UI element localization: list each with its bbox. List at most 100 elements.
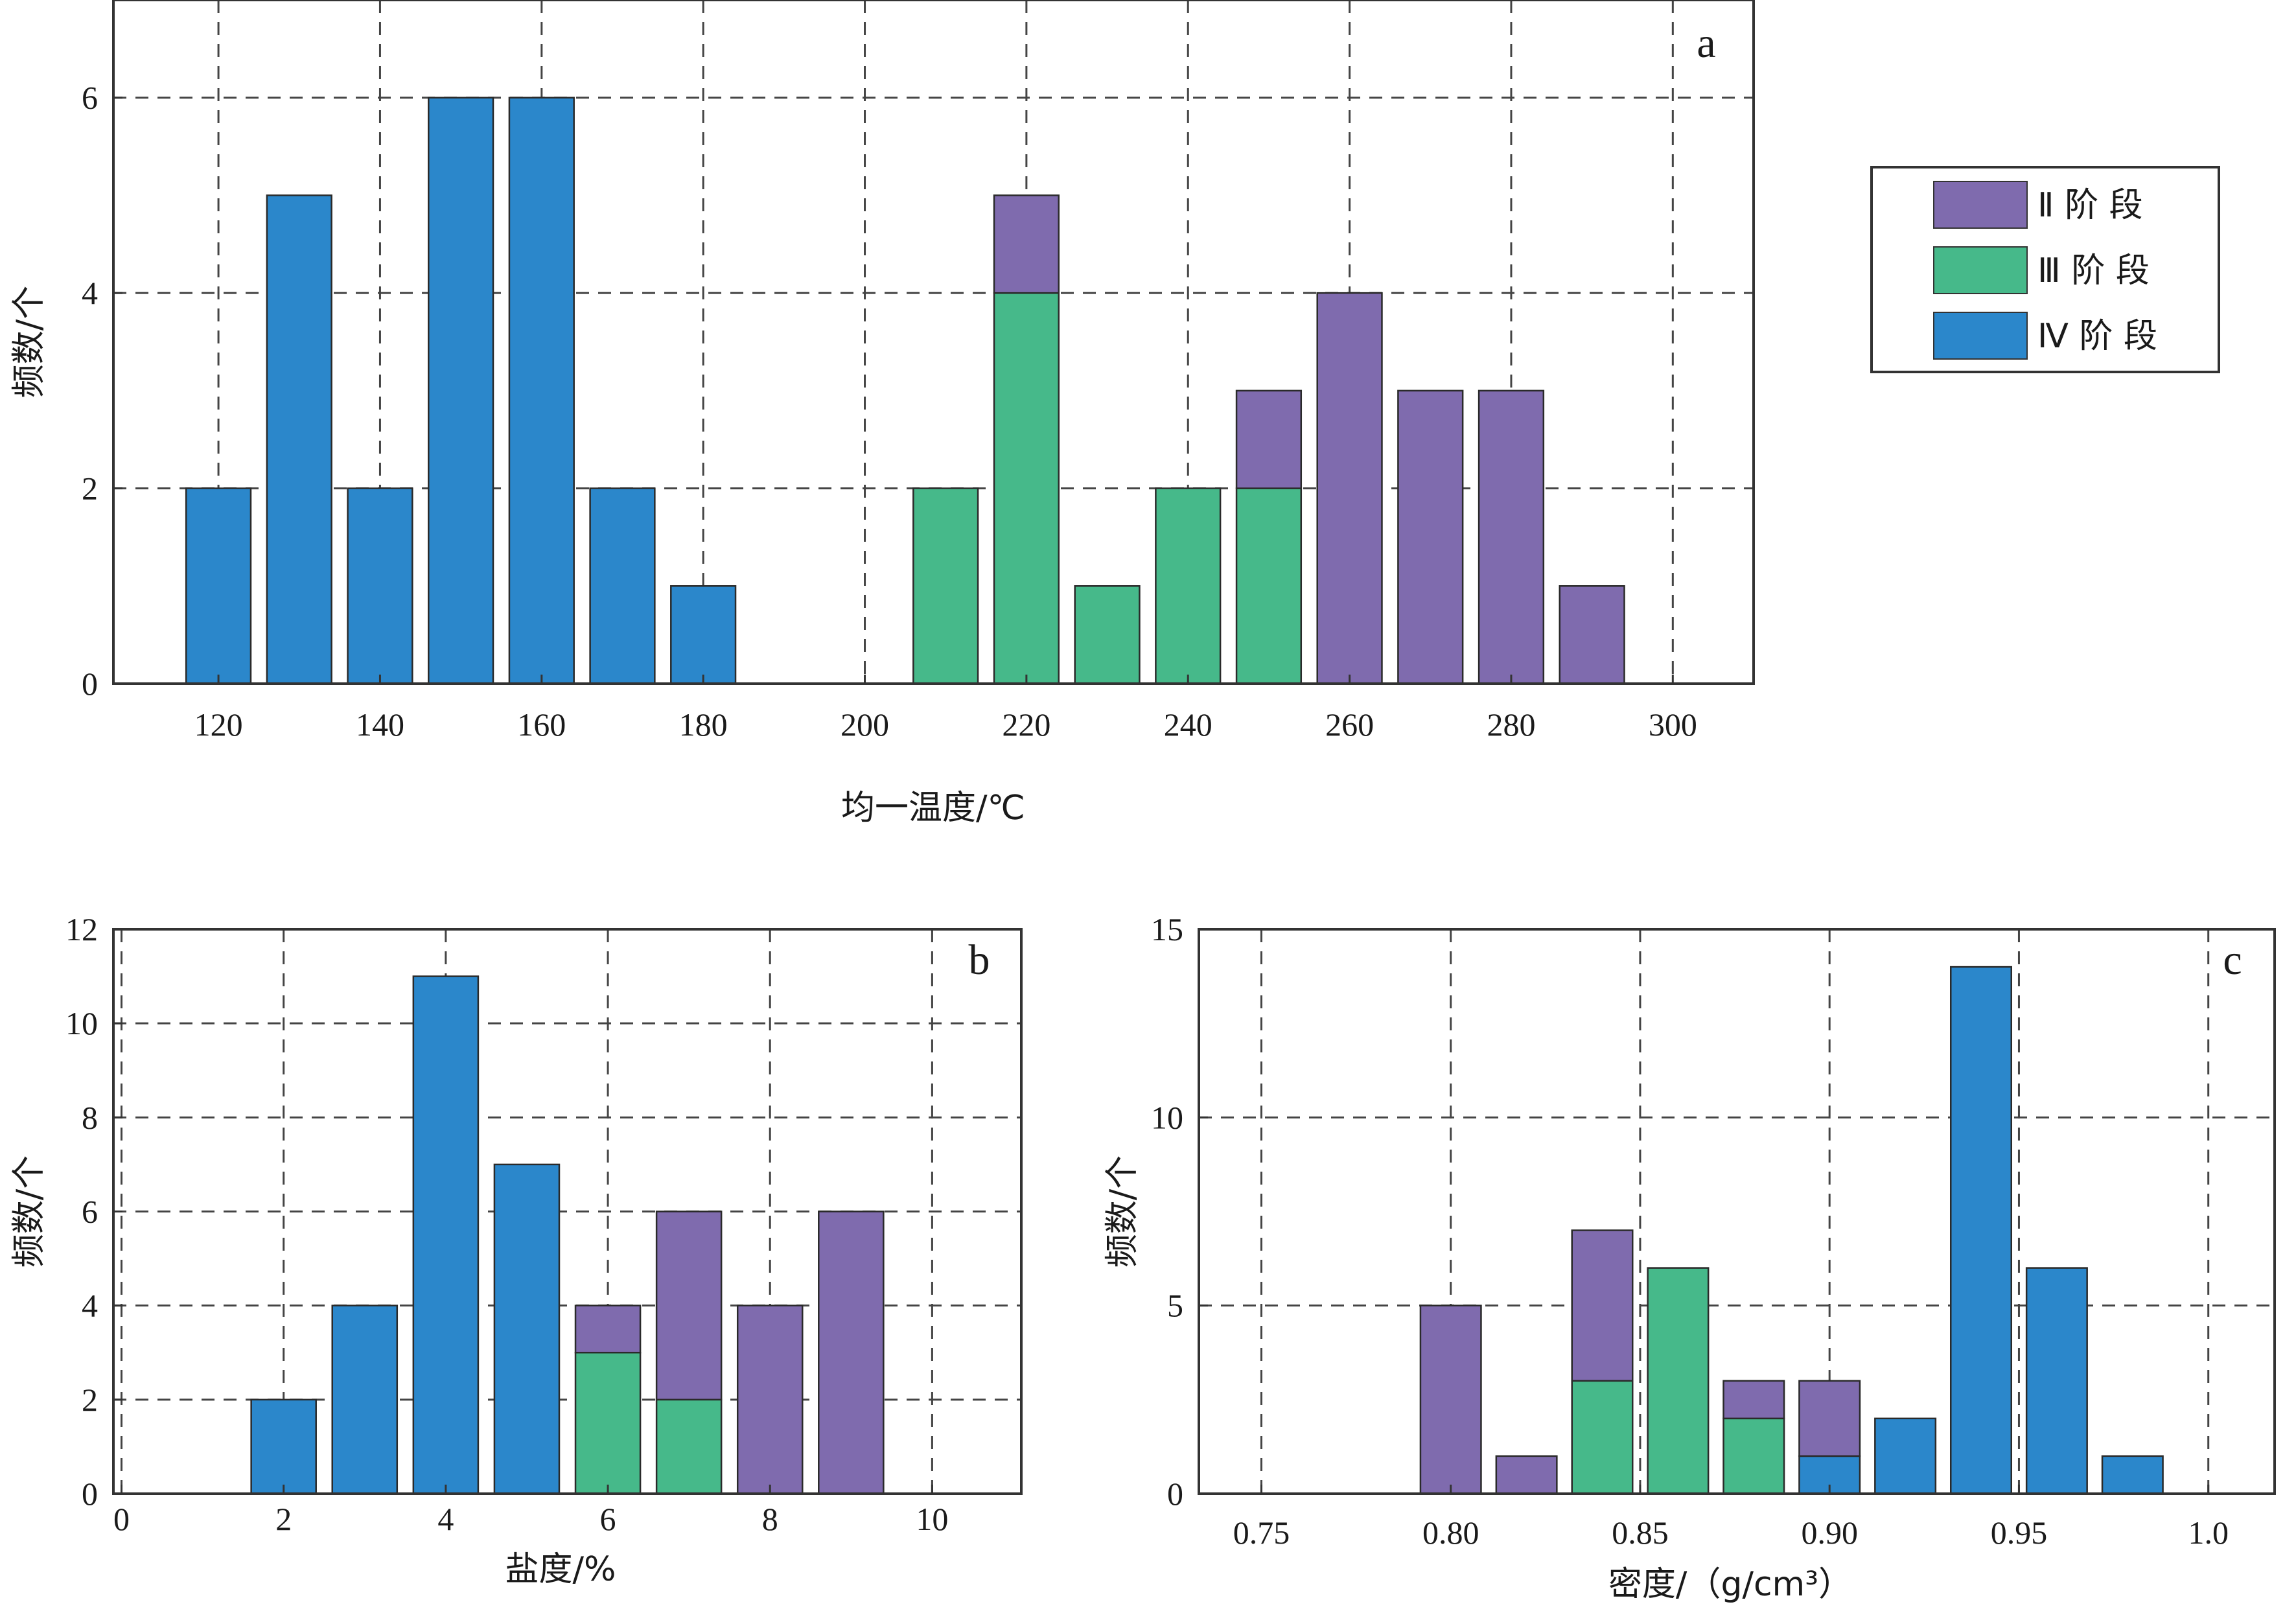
bar-a-stage4	[589, 487, 656, 685]
axes-frame	[112, 0, 1755, 685]
x-tick-label: 0	[113, 1501, 130, 1537]
bar-a-stage3	[1155, 487, 1222, 685]
bar-c-stage2	[1571, 1229, 1634, 1382]
x-tick-label: 240	[1164, 706, 1212, 743]
bar-a-stage2	[993, 194, 1060, 294]
bar-c-stage2	[1419, 1304, 1482, 1495]
x-axis-label: 盐度/%	[505, 1550, 616, 1589]
bar-a-stage4	[266, 194, 332, 685]
y-tick-label: 12	[65, 911, 98, 947]
y-tick-label: 4	[82, 275, 98, 311]
x-tick-label: 0.75	[1233, 1514, 1290, 1551]
x-tick-label: 180	[679, 706, 728, 743]
x-tick-label: 8	[762, 1501, 778, 1537]
bar-b-stage2	[655, 1211, 723, 1401]
bar-a-stage3	[1235, 487, 1303, 685]
bar-b-stage4	[250, 1398, 317, 1495]
bar-c-stage3	[1647, 1267, 1710, 1495]
chart-a: 120 140 160 180 200 220 240 260 280 300 0 2 4 6 均一温度/℃…	[10, 0, 1755, 828]
x-tick-label: 200	[841, 706, 889, 743]
y-tick-label: 0	[1167, 1476, 1183, 1512]
chart-c: 0.75 0.80 0.85 0.90 0.95 1.0 0 5 10 15 密度/（g/cm³） 频…	[1103, 911, 2276, 1604]
bar-a-stage2	[1478, 389, 1545, 685]
x-axis-label: 均一温度/℃	[841, 789, 1025, 828]
x-tick-label: 120	[194, 706, 243, 743]
bar-a-stage4	[670, 585, 737, 685]
bar-c-stage4	[1949, 966, 2013, 1495]
bar-c-stage3	[1722, 1417, 1785, 1495]
legend-box	[1870, 166, 2220, 373]
legend-swatch-stage3	[1933, 246, 2028, 294]
y-tick-label: 6	[82, 1194, 98, 1230]
bar-b-stage4	[331, 1304, 399, 1495]
y-tick-label: 10	[65, 1005, 98, 1041]
bar-a-stage4	[185, 487, 252, 685]
legend: Ⅱ 阶 段 Ⅲ 阶 段 Ⅳ 阶 段	[1870, 166, 2220, 373]
y-axis-label: 频数/个	[10, 286, 49, 399]
x-tick-label: 280	[1487, 706, 1535, 743]
y-tick-label: 0	[82, 666, 98, 702]
bar-a-stage3	[912, 487, 979, 685]
legend-swatch-stage4	[1933, 312, 2028, 360]
y-tick-label: 2	[82, 470, 98, 507]
bar-c-stage4	[1874, 1417, 1937, 1495]
y-tick-label: 4	[82, 1288, 98, 1324]
bar-b-stage2	[736, 1304, 804, 1495]
x-tick-label: 0.80	[1422, 1514, 1479, 1551]
bar-a-stage2	[1559, 585, 1625, 685]
bar-c-stage3	[1571, 1380, 1634, 1495]
bar-c-stage4	[2025, 1267, 2088, 1495]
bar-a-stage4	[428, 97, 494, 685]
panel-letter: a	[1697, 19, 1715, 67]
chart-b: 0 2 4 6 8 10 0 2 4 6 8 10 12 盐度/% 频数/个 b	[10, 911, 1023, 1589]
bar-c-stage2	[1722, 1380, 1785, 1420]
x-tick-label: 260	[1325, 706, 1374, 743]
y-axis-label: 频数/个	[1103, 1155, 1142, 1268]
x-tick-label: 220	[1002, 706, 1050, 743]
y-tick-label: 2	[82, 1382, 98, 1418]
x-tick-label: 4	[437, 1501, 454, 1537]
y-tick-label: 15	[1151, 911, 1183, 947]
panel-letter: b	[969, 936, 990, 984]
legend-label-stage2: Ⅱ 阶 段	[2037, 186, 2143, 225]
bar-b-stage2	[574, 1304, 642, 1354]
legend-swatch-stage2	[1933, 181, 2028, 229]
legend-label-stage4: Ⅳ 阶 段	[2037, 317, 2157, 356]
y-tick-label: 0	[82, 1476, 98, 1512]
x-axis-label: 密度/（g/cm³）	[1608, 1565, 1852, 1604]
bar-b-stage3	[655, 1398, 723, 1495]
bar-a-stage3	[993, 292, 1060, 685]
x-tick-label: 0.90	[1801, 1514, 1858, 1551]
x-tick-label: 0.95	[1991, 1514, 2048, 1551]
bar-b-stage4	[493, 1163, 561, 1495]
x-tick-label: 160	[517, 706, 566, 743]
x-tick-label: 0.85	[1612, 1514, 1669, 1551]
y-tick-label: 6	[82, 80, 98, 116]
x-tick-label: 1.0	[2188, 1514, 2229, 1551]
bar-a-stage3	[1074, 585, 1141, 685]
x-tick-label: 140	[356, 706, 404, 743]
bar-c-stage2	[1798, 1380, 1861, 1457]
legend-label-stage3: Ⅲ 阶 段	[2037, 251, 2150, 290]
axes-frame	[1198, 928, 2276, 1495]
y-axis-label: 频数/个	[10, 1155, 49, 1268]
bar-b-stage2	[818, 1211, 885, 1495]
x-tick-label: 10	[916, 1501, 948, 1537]
bar-c-stage2	[1495, 1455, 1558, 1495]
bar-a-stage4	[508, 97, 575, 685]
bar-c-stage4	[2101, 1455, 2164, 1495]
y-tick-label: 5	[1167, 1288, 1183, 1324]
y-tick-label: 8	[82, 1099, 98, 1135]
bar-a-stage4	[347, 487, 413, 685]
bar-a-stage2	[1397, 389, 1464, 685]
bar-b-stage4	[412, 975, 480, 1495]
panel-letter: c	[2223, 936, 2242, 984]
x-tick-label: 300	[1649, 706, 1697, 743]
bar-a-stage2	[1316, 292, 1383, 685]
x-tick-label: 6	[600, 1501, 616, 1537]
bar-a-stage2	[1235, 389, 1303, 489]
x-tick-label: 2	[275, 1501, 292, 1537]
y-tick-label: 10	[1151, 1099, 1183, 1135]
bar-b-stage3	[574, 1352, 642, 1495]
